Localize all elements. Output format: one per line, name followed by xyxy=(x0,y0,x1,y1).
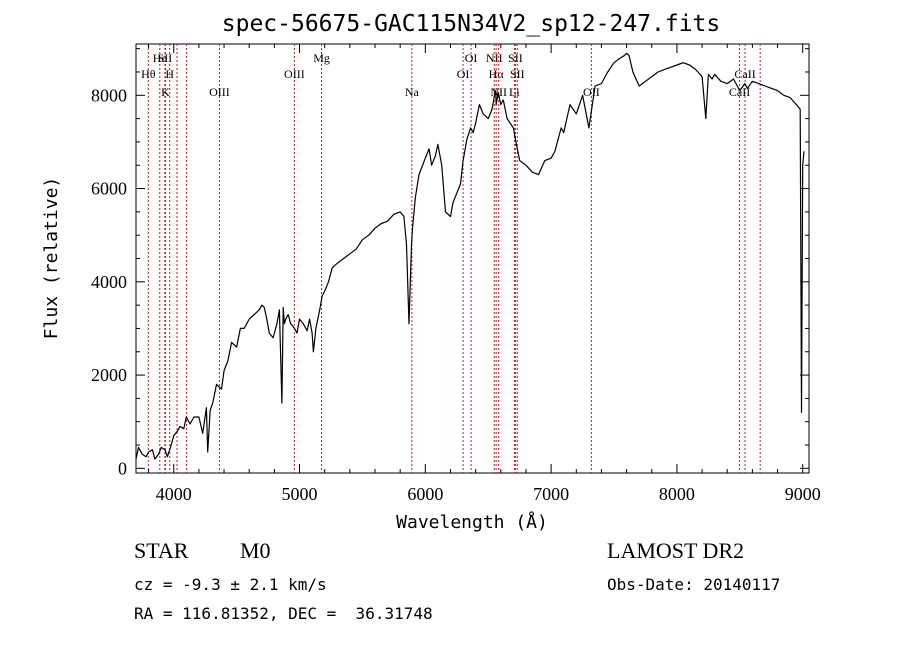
line-marker-label: NII xyxy=(486,51,503,65)
line-marker-label: CaII xyxy=(734,67,755,81)
axis-tick-group: 4000 5000 6000 7000 8000 9000 0 2000 4000 6000 800… xyxy=(91,44,821,504)
y-tick-label: 2000 xyxy=(91,365,127,385)
y-tick-label: 8000 xyxy=(91,85,127,105)
line-marker-label: SII xyxy=(510,67,525,81)
plot-frame xyxy=(135,43,810,474)
x-tick-label: 6000 xyxy=(407,484,443,504)
x-axis-label: Wavelength (Å) xyxy=(396,511,548,533)
line-marker-label: CaII xyxy=(729,85,750,99)
coordinates-text: RA = 116.81352, DEC = 36.31748 xyxy=(134,604,433,623)
y-axis-label: Flux (relative) xyxy=(41,177,62,340)
x-tick-label: 5000 xyxy=(282,484,318,504)
line-marker-label: OIII xyxy=(209,85,230,99)
object-subclass: M0 xyxy=(240,538,271,563)
y-tick-label: 4000 xyxy=(91,272,127,292)
line-marker-label: OI xyxy=(465,51,478,65)
x-tick-label: 9000 xyxy=(785,484,821,504)
line-marker-label: SII xyxy=(508,51,523,65)
redshift-text: cz = -9.3 ± 2.1 km/s xyxy=(134,575,327,594)
chart-title: spec-56675-GAC115N34V2_sp12-247.fits xyxy=(222,11,721,37)
line-marker-label: K xyxy=(161,85,170,99)
y-tick-label: 6000 xyxy=(91,179,127,199)
line-marker-label: OI xyxy=(457,67,470,81)
line-marker-label: H xyxy=(165,67,174,81)
line-marker-label: He xyxy=(153,51,167,65)
object-class: STAR xyxy=(134,538,189,563)
line-marker-label: SII xyxy=(158,51,173,65)
y-tick-label: 0 xyxy=(118,458,127,478)
spectrum-line xyxy=(135,52,805,460)
line-marker-label: Mg xyxy=(313,51,330,65)
line-marker-label: Li xyxy=(509,85,520,99)
x-tick-label: 4000 xyxy=(156,484,192,504)
obs-date-text: Obs-Date: 20140117 xyxy=(607,575,781,594)
line-marker-label: Hα xyxy=(489,67,505,81)
line-marker-label: OIII xyxy=(284,67,305,81)
line-marker-label: OII xyxy=(583,85,600,99)
x-tick-label: 8000 xyxy=(659,484,695,504)
x-tick-label: 7000 xyxy=(533,484,569,504)
survey-name: LAMOST DR2 xyxy=(607,538,745,563)
line-marker-label: Hθ xyxy=(141,67,156,81)
line-marker-label: Na xyxy=(405,85,420,99)
